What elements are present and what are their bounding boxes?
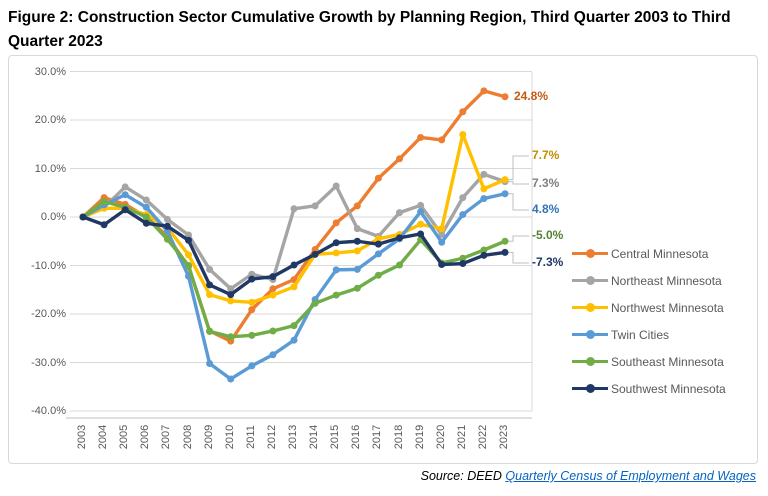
legend-item-northwest-minnesota: Northwest Minnesota (572, 294, 726, 321)
legend-line-marker-icon (572, 249, 608, 258)
chart-legend: Central Minnesota Northeast Minnesota Nort… (572, 240, 726, 402)
series-end-label: 4.8% (532, 202, 560, 216)
x-axis-tick-label: 2013 (287, 424, 299, 450)
x-axis-tick-label: 2008 (181, 424, 194, 450)
chart-title: Figure 2: Construction Sector Cumulative… (8, 9, 731, 50)
x-axis-tick-label: 2004 (97, 424, 110, 450)
y-axis-tick-label: -10.0% (31, 259, 66, 272)
series-end-label: -5.0% (532, 228, 564, 242)
x-axis-tick-label: 2017 (371, 424, 384, 450)
legend-line-marker-icon (572, 303, 608, 312)
legend-label: Northeast Minnesota (611, 273, 722, 288)
legend-item-central-minnesota: Central Minnesota (572, 240, 726, 267)
x-axis-tick-label: 2022 (476, 424, 489, 450)
series-end-label: 7.3% (532, 176, 560, 190)
series-end-label: 24.8% (514, 89, 549, 103)
legend-label: Northwest Minnesota (611, 300, 724, 315)
series-end-label: -7.3% (532, 255, 564, 269)
source-prefix: Source: DEED (420, 469, 506, 483)
legend-label: Twin Cities (611, 327, 670, 342)
x-axis-tick-label: 2005 (118, 424, 131, 450)
x-axis-tick-label: 2009 (202, 424, 215, 450)
x-axis-tick-label: 2011 (244, 425, 257, 449)
y-axis-tick-label: 30.0% (34, 65, 66, 78)
x-axis-tick-label: 2012 (265, 424, 278, 450)
x-axis-tick-label: 2016 (350, 424, 363, 450)
x-axis-tick-label: 2014 (308, 424, 321, 450)
legend-line-marker-icon (572, 384, 608, 393)
x-axis-tick-label: 2003 (76, 424, 88, 450)
x-axis-tick-label: 2021 (455, 424, 468, 450)
legend-label: Southwest Minnesota (611, 381, 726, 396)
y-axis-tick-label: 0.0% (40, 211, 66, 223)
x-axis-tick-label: 2023 (498, 424, 510, 450)
legend-item-southwest-minnesota: Southwest Minnesota (572, 375, 726, 402)
legend-line-marker-icon (572, 330, 608, 339)
source-line: Source: DEED Quarterly Census of Employm… (421, 469, 756, 483)
y-axis-tick-label: -20.0% (31, 308, 66, 320)
x-axis-tick-label: 2020 (434, 424, 447, 450)
legend-label: Central Minnesota (611, 246, 709, 261)
series-end-label: 7.7% (532, 148, 560, 162)
y-axis-tick-label: -40.0% (31, 405, 66, 417)
legend-line-marker-icon (572, 357, 608, 366)
x-axis-tick-label: 2019 (413, 424, 426, 450)
legend-item-southeast-minnesota: Southeast Minnesota (572, 348, 726, 375)
legend-line-marker-icon (572, 276, 608, 285)
source-hyperlink[interactable]: Quarterly Census of Employment and Wages (505, 469, 756, 483)
y-axis-tick-label: 20.0% (34, 114, 66, 126)
legend-item-twin-cities: Twin Cities (572, 321, 726, 348)
x-axis-tick-label: 2006 (139, 424, 152, 450)
x-axis-tick-label: 2007 (160, 424, 173, 450)
legend-item-northeast-minnesota: Northeast Minnesota (572, 267, 726, 294)
y-axis-tick-label: -30.0% (31, 356, 66, 369)
chart-box: Central Minnesota Northeast Minnesota Nort… (8, 55, 758, 464)
x-axis-tick-label: 2015 (329, 424, 342, 450)
x-axis-tick-label: 2018 (392, 424, 405, 450)
legend-label: Southeast Minnesota (611, 354, 724, 369)
y-axis-tick-label: 10.0% (34, 162, 66, 175)
x-axis-tick-label: 2010 (223, 424, 236, 450)
